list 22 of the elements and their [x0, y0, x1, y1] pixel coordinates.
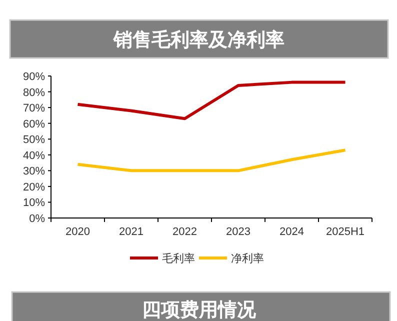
- y-tick-label: 70%: [22, 102, 46, 115]
- y-tick-label: 90%: [22, 71, 46, 83]
- legend-label: 净利率: [231, 252, 264, 265]
- y-tick-label: 0%: [29, 213, 46, 225]
- text: 四项费用情况: [142, 299, 257, 321]
- y-tick-label: 10%: [22, 197, 46, 210]
- x-tick-label: 2023: [226, 226, 250, 238]
- line-series: [76, 80, 347, 120]
- x-tick-label: 2022: [172, 226, 197, 238]
- y-tick-label: 50%: [22, 134, 46, 146]
- y-tick-label: 40%: [22, 150, 46, 162]
- y-tick-label: 30%: [22, 166, 46, 178]
- y-tick-label: 20%: [22, 181, 46, 194]
- y-tick-label: 60%: [22, 118, 46, 130]
- legend-label: 毛利率: [162, 252, 195, 265]
- y-tick-label: 80%: [22, 86, 46, 99]
- line-series: [76, 148, 347, 172]
- chart-title: 销售毛利率及净利率: [112, 29, 284, 51]
- x-tick-label: 2021: [119, 226, 144, 238]
- x-tick-label: 2024: [280, 226, 304, 238]
- x-tick-label: 2020: [66, 226, 90, 238]
- x-tick-label: 2025H1: [326, 226, 365, 238]
